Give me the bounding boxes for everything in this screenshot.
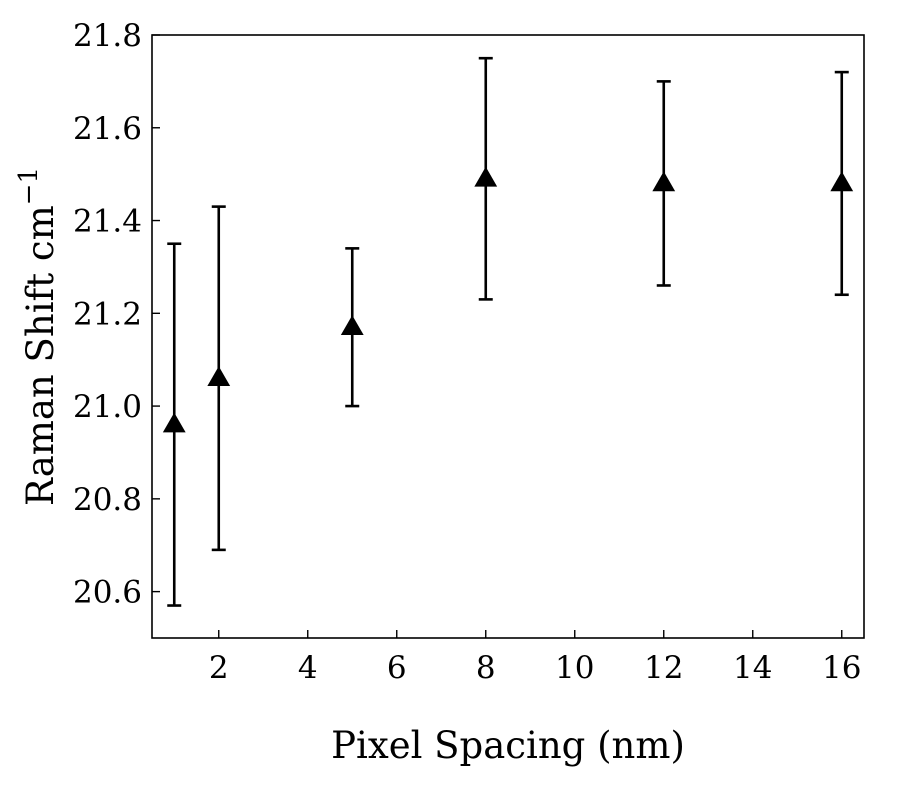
y-tick-label: 20.8 (73, 482, 142, 518)
x-tick-label: 12 (644, 650, 683, 686)
y-tick-label: 21.0 (73, 389, 142, 425)
y-axis-title-text: Raman Shift cm (19, 205, 62, 506)
data-point-triangle (652, 171, 676, 192)
x-tick-label: 10 (555, 650, 594, 686)
y-tick-label: 21.8 (73, 18, 142, 54)
y-tick-label: 21.6 (73, 111, 142, 147)
y-axis-title: Raman Shift cm−1 (14, 167, 62, 506)
x-axis-title: Pixel Spacing (nm) (331, 724, 685, 767)
data-point-triangle (830, 171, 854, 192)
data-point-triangle (340, 315, 364, 336)
y-tick-label: 21.4 (73, 204, 142, 240)
x-tick-label: 2 (209, 650, 229, 686)
y-axis-ticks: 20.6 20.8 21.0 21.2 21.4 21.6 21.8 (73, 18, 160, 611)
x-tick-label: 16 (822, 650, 861, 686)
plot-frame (151, 34, 865, 639)
data-point-triangle (474, 166, 498, 187)
x-tick-label: 14 (733, 650, 772, 686)
x-tick-label: 4 (298, 650, 318, 686)
y-tick-label: 21.2 (73, 296, 142, 332)
data-point-triangle (162, 412, 186, 433)
data-point-triangle (207, 366, 231, 387)
x-tick-label: 8 (476, 650, 496, 686)
x-axis-ticks: 2 4 6 8 10 12 14 16 (209, 630, 861, 686)
data-series (162, 56, 854, 607)
y-axis-title-superscript: −1 (14, 167, 44, 205)
y-tick-label: 20.6 (73, 575, 142, 611)
x-tick-label: 6 (387, 650, 407, 686)
